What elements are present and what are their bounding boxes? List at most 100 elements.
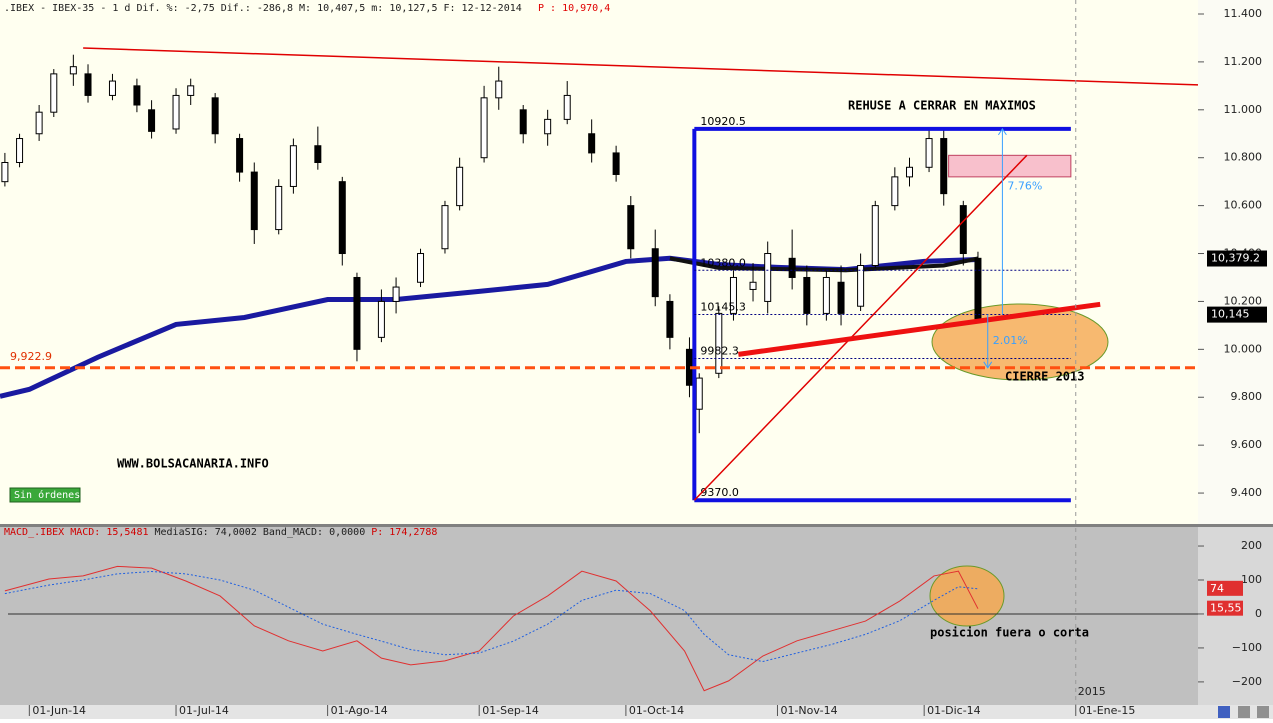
candle-body <box>211 97 219 135</box>
y-tick-label: 9.800 <box>1231 390 1263 403</box>
candle-body <box>187 85 195 96</box>
x-tick-label: 01-Ago-14 <box>331 704 388 717</box>
candle-body <box>69 66 77 75</box>
x-tick-label: 01-Dic-14 <box>927 704 981 717</box>
y-tick-label: −200 <box>1232 675 1262 688</box>
drawing-label: 9,922.9 <box>10 350 52 363</box>
tool-icon[interactable] <box>1257 706 1269 718</box>
macd-tag <box>1207 600 1243 616</box>
y-tick-label: 100 <box>1241 573 1262 586</box>
moving-average <box>669 256 979 273</box>
x-tick-label: 01-Oct-14 <box>629 704 684 717</box>
macd-header-part: MediaSIG: 74,0002 <box>155 527 257 538</box>
panel-divider <box>0 524 1273 527</box>
y-tick-label: 10.200 <box>1224 294 1263 307</box>
x-tick-label: 01-Nov-14 <box>780 704 837 717</box>
candle-body <box>172 94 180 130</box>
candle-body <box>456 166 464 207</box>
y-tick-label: 11.400 <box>1224 7 1263 20</box>
price-tag <box>1207 306 1267 323</box>
candle-body <box>666 300 674 338</box>
candle-body <box>377 300 385 338</box>
candle-body <box>563 94 571 120</box>
candle-body <box>974 257 982 320</box>
candle-body <box>906 166 914 178</box>
candle-body <box>871 205 879 266</box>
candle-body <box>16 138 24 163</box>
y-tick-label: 11.000 <box>1224 103 1263 116</box>
price-panel <box>0 0 1198 524</box>
candle-body <box>857 265 865 307</box>
candle-body <box>314 145 322 164</box>
candle-body <box>1 162 9 183</box>
candle-body <box>729 276 737 314</box>
header-price: P : 10,970,4 <box>538 3 610 14</box>
candle-body <box>627 205 635 250</box>
macd-header-part: Band_MACD: 0,0000 <box>263 527 365 538</box>
macd-header: MACD_.IBEX MACD: 15,5481 MediaSIG: 74,000… <box>4 527 437 538</box>
candle-body <box>822 276 830 314</box>
status-badge[interactable] <box>9 487 81 503</box>
y-tick-label: 9.400 <box>1231 486 1263 499</box>
price-tag <box>1207 250 1267 267</box>
candle-body <box>837 281 845 314</box>
price-tag-label: 10,145 <box>1211 308 1250 321</box>
drawing-label: 10380.0 <box>700 256 746 269</box>
candle-body <box>236 138 244 173</box>
candle-body <box>50 73 58 113</box>
save-icon[interactable] <box>1218 706 1230 718</box>
candle-body <box>84 73 92 96</box>
candle-body <box>289 145 297 187</box>
candle-body <box>519 109 527 135</box>
candle-body <box>788 257 796 278</box>
x-tick-label: 01-Sep-14 <box>482 704 539 717</box>
trend-line <box>738 301 1101 357</box>
candle-body <box>612 152 620 175</box>
candle-body <box>695 377 703 410</box>
candle-body <box>133 85 141 106</box>
y-tick-label: 10.800 <box>1224 151 1263 164</box>
macd-tag-label: 15,55 <box>1210 602 1242 615</box>
candle-body <box>940 138 948 195</box>
target-zone <box>948 154 1072 178</box>
macd-tag-label: 74 <box>1210 582 1224 595</box>
candle-body <box>108 80 116 96</box>
y-tick-label: 11.200 <box>1224 55 1263 68</box>
macd-panel <box>0 527 1198 705</box>
candle-body <box>495 80 503 99</box>
candle-body <box>275 185 283 231</box>
tool-icon[interactable] <box>1238 706 1250 718</box>
trend-line <box>83 47 1199 86</box>
macd-header-part: P: 174,2788 <box>371 527 437 538</box>
annotation: CIERRE 2013 <box>1005 370 1084 384</box>
candle-body <box>544 118 552 135</box>
candle-body <box>749 281 757 290</box>
y-tick-label: 10.000 <box>1224 342 1263 355</box>
candle-body <box>392 286 400 302</box>
drawing-label: 2.01% <box>993 334 1028 347</box>
y-tick-label: −100 <box>1232 641 1262 654</box>
price-tag-label: 10,379.2 <box>1211 252 1260 265</box>
candle-body <box>250 171 258 231</box>
drawing-label: 10145.3 <box>700 301 746 314</box>
macd-header-part: MACD_.IBEX MACD: 15,5481 <box>4 527 149 538</box>
x-tick-label: 01-Ene-15 <box>1079 704 1136 717</box>
y-tick-label: 10.600 <box>1224 199 1263 212</box>
candle-body <box>925 138 933 168</box>
candle-body <box>803 276 811 314</box>
trend-line <box>693 154 1028 501</box>
y-tick-label: 9.600 <box>1231 438 1263 451</box>
drawing-label: 10920.5 <box>700 115 746 128</box>
y-tick-label: 200 <box>1241 539 1262 552</box>
candle-body <box>148 109 156 132</box>
drawing-label: 7.76% <box>1007 180 1042 193</box>
candle-body <box>959 205 967 255</box>
candle-body <box>353 276 361 350</box>
highlight-ellipse <box>929 565 1005 627</box>
year-label: 2015 <box>1078 685 1106 698</box>
candle-body <box>35 111 43 135</box>
header-text: .IBEX - IBEX-35 - 1 d Dif. %: -2,75 Dif.… <box>4 3 522 14</box>
x-tick-label: 01-Jul-14 <box>179 704 229 717</box>
time-axis-panel <box>0 705 1273 719</box>
